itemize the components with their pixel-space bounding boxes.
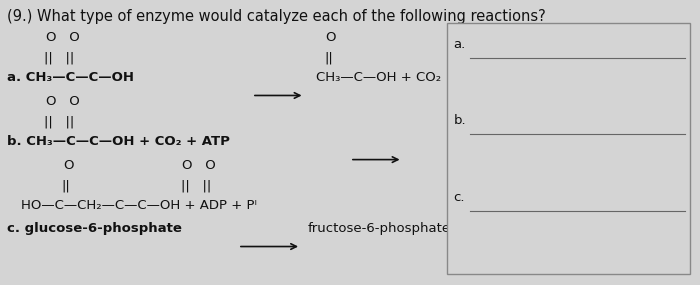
Text: ||: || xyxy=(62,179,70,192)
Text: c. glucose-6-phosphate: c. glucose-6-phosphate xyxy=(7,222,182,235)
Text: c.: c. xyxy=(454,191,465,204)
Text: O   O: O O xyxy=(182,159,216,172)
Text: b. CH₃—C—C—OH + CO₂ + ATP: b. CH₃—C—C—OH + CO₂ + ATP xyxy=(7,135,230,148)
Text: O   O: O O xyxy=(46,31,79,44)
Text: O: O xyxy=(63,159,74,172)
Text: ||   ||: || || xyxy=(44,115,74,128)
Text: b.: b. xyxy=(454,114,466,127)
FancyBboxPatch shape xyxy=(447,23,690,274)
Text: HO—C—CH₂—C—C—OH + ADP + Pᴵ: HO—C—CH₂—C—C—OH + ADP + Pᴵ xyxy=(21,199,257,212)
Text: O   O: O O xyxy=(46,95,79,108)
Text: O: O xyxy=(326,31,336,44)
Text: ||   ||: || || xyxy=(181,179,211,192)
Text: a.: a. xyxy=(454,38,466,51)
Text: a. CH₃—C—C—OH: a. CH₃—C—C—OH xyxy=(7,71,134,84)
Text: (9.) What type of enzyme would catalyze each of the following reactions?: (9.) What type of enzyme would catalyze … xyxy=(7,9,546,24)
Text: ||   ||: || || xyxy=(44,51,74,64)
Text: fructose-6-phosphate: fructose-6-phosphate xyxy=(308,222,451,235)
Text: CH₃—C—OH + CO₂: CH₃—C—OH + CO₂ xyxy=(316,71,442,84)
Text: ||: || xyxy=(324,51,333,64)
